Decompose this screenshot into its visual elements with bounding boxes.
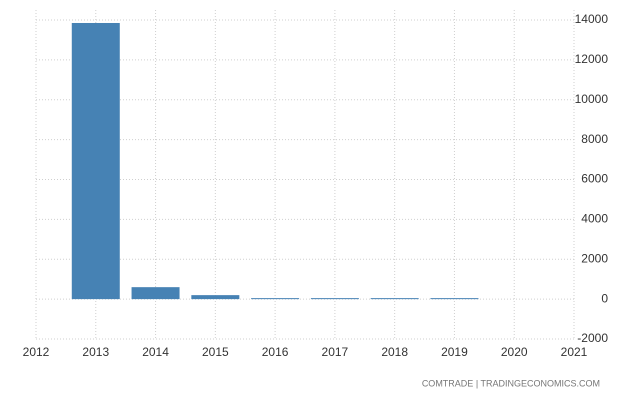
x-tick-label: 2012 [23,345,50,359]
x-tick-label: 2019 [441,345,468,359]
y-tick-label: 14000 [575,12,609,26]
x-tick-label: 2015 [202,345,229,359]
y-tick-label: 0 [601,291,608,305]
bar [191,295,240,300]
y-tick-label: 2000 [581,251,608,265]
x-tick-label: 2018 [381,345,408,359]
x-tick-label: 2020 [501,345,528,359]
bar [310,298,359,300]
bar [71,22,120,300]
bar [430,298,479,300]
bar [131,287,180,300]
source-note: COMTRADE | TRADINGECONOMICS.COM [422,378,600,388]
bar [370,298,419,300]
y-tick-label: 4000 [581,212,608,226]
x-tick-label: 2016 [262,345,289,359]
y-tick-label: 8000 [581,132,608,146]
y-tick-label: 6000 [581,172,608,186]
x-tick-label: 2017 [322,345,349,359]
bar [251,298,300,300]
y-tick-label: 12000 [575,52,609,66]
x-tick-label: 2013 [82,345,109,359]
y-tick-label: -2000 [577,331,608,345]
y-tick-label: 10000 [575,92,609,106]
x-tick-label: 2014 [142,345,169,359]
x-tick-label: 2021 [561,345,588,359]
